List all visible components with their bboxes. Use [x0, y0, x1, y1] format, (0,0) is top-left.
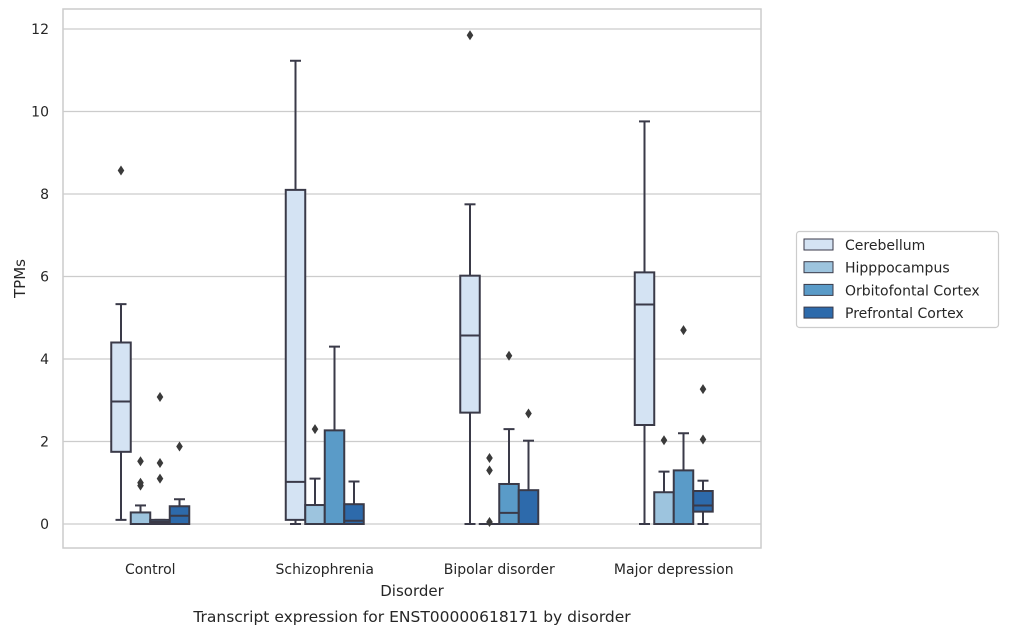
box-hipppocampus	[653, 435, 675, 525]
box-orbitofontal-cortex	[323, 345, 346, 525]
plot-frame	[62, 8, 762, 549]
outlier-point	[486, 453, 493, 463]
box-iqr	[672, 469, 695, 525]
y-axis-label: TPMs	[11, 259, 29, 299]
box-prefrontal-cortex	[692, 384, 714, 525]
box-iqr	[284, 188, 307, 521]
x-tick-label: Bipolar disorder	[444, 562, 555, 578]
box-iqr	[304, 504, 326, 525]
legend-swatch	[803, 238, 834, 251]
legend-entry: Hipppocampus	[845, 261, 950, 277]
outlier-point	[505, 350, 513, 361]
x-tick-label: Major depression	[614, 562, 734, 578]
outlier-point	[311, 424, 319, 435]
outlier-point	[137, 456, 144, 467]
outlier-point	[156, 473, 164, 484]
grid-lines	[63, 28, 761, 525]
outlier-point	[486, 465, 493, 476]
outlier-point	[660, 435, 668, 446]
box-hipppocampus	[304, 424, 326, 525]
box-iqr	[110, 341, 132, 453]
y-tick-label: 10	[31, 105, 49, 121]
box-iqr	[323, 429, 346, 525]
y-tick-label: 0	[40, 517, 49, 533]
x-tick-labels: Control Schizophrenia Bipolar disorder Majo…	[125, 562, 734, 578]
outlier-point	[466, 30, 474, 41]
outlier-point	[699, 384, 707, 395]
box-iqr	[498, 482, 520, 525]
legend-entry: Cerebellum	[845, 238, 925, 254]
box-iqr	[692, 490, 714, 513]
outlier-point	[156, 457, 164, 468]
y-tick-labels: 0 2 4 6 8 10 12	[31, 22, 49, 533]
box-prefrontal-cortex	[168, 441, 191, 526]
y-tick-label: 4	[40, 352, 49, 368]
box-iqr	[633, 271, 656, 426]
outlier-point	[680, 325, 687, 336]
legend-entry: Prefrontal Cortex	[845, 306, 964, 322]
box-iqr	[517, 489, 540, 525]
outlier-point	[486, 516, 493, 527]
x-tick-label: Schizophrenia	[276, 562, 374, 578]
legend-swatch	[803, 306, 834, 319]
box-iqr	[343, 503, 365, 526]
outlier-point	[156, 391, 164, 402]
y-tick-label: 6	[40, 270, 49, 286]
x-tick-label: Control	[125, 562, 176, 578]
legend-swatch	[803, 261, 834, 274]
outlier-point	[117, 165, 125, 176]
box-cerebellum	[284, 59, 307, 525]
box-cerebellum	[110, 165, 132, 521]
box-orbitofontal-cortex	[498, 350, 520, 525]
outlier-point	[176, 441, 183, 452]
outlier-point	[699, 434, 707, 445]
legend-swatch	[803, 283, 834, 296]
box-prefrontal-cortex	[517, 408, 540, 525]
box-prefrontal-cortex	[343, 480, 365, 526]
box-hipppocampus	[478, 453, 501, 527]
box-iqr	[653, 491, 675, 525]
box-orbitofontal-cortex	[149, 391, 171, 525]
y-tick-label: 2	[40, 435, 49, 451]
y-tick-label: 12	[31, 22, 49, 38]
x-axis-label: Disorder	[380, 582, 444, 600]
box-cerebellum	[459, 30, 481, 525]
legend-frame	[795, 230, 1000, 329]
chart-caption: Transcript expression for ENST0000061817…	[192, 608, 631, 626]
outlier-point	[137, 477, 144, 488]
box-orbitofontal-cortex	[672, 325, 695, 525]
legend-entry: Orbitofontal Cortex	[845, 283, 980, 299]
outlier-point	[525, 408, 532, 419]
box-hipppocampus	[129, 456, 152, 526]
y-tick-label: 8	[40, 187, 49, 203]
box-cerebellum	[633, 120, 656, 525]
legend: Cerebellum Hipppocampus Orbitofontal Corte…	[795, 230, 1000, 329]
box-iqr	[459, 274, 481, 414]
boxes	[110, 30, 714, 527]
box-iqr	[129, 511, 152, 526]
